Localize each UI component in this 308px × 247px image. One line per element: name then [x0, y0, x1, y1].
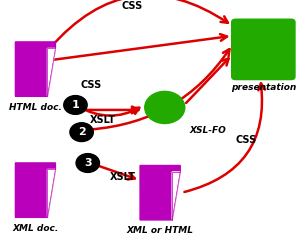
Text: XML doc.: XML doc. — [12, 224, 59, 232]
Text: XSLT: XSLT — [90, 115, 116, 125]
Text: 3: 3 — [84, 158, 91, 168]
Circle shape — [76, 154, 99, 172]
Polygon shape — [47, 169, 55, 217]
Polygon shape — [15, 163, 55, 217]
Text: HTML doc.: HTML doc. — [9, 103, 62, 111]
Circle shape — [70, 123, 93, 142]
Text: presentation: presentation — [231, 83, 296, 92]
FancyBboxPatch shape — [231, 19, 296, 80]
Text: CSS: CSS — [236, 135, 257, 144]
Polygon shape — [47, 48, 55, 96]
Text: 2: 2 — [78, 127, 86, 137]
Text: XSL-FO: XSL-FO — [189, 126, 226, 135]
Circle shape — [64, 96, 87, 114]
Polygon shape — [140, 165, 180, 220]
Text: CSS: CSS — [80, 80, 101, 90]
Text: XSLT: XSLT — [110, 172, 136, 182]
Polygon shape — [15, 42, 55, 96]
Text: XML or HTML: XML or HTML — [127, 226, 194, 235]
Text: CSS: CSS — [122, 1, 143, 11]
Circle shape — [145, 91, 185, 124]
Text: 1: 1 — [71, 100, 79, 110]
Polygon shape — [172, 172, 180, 220]
